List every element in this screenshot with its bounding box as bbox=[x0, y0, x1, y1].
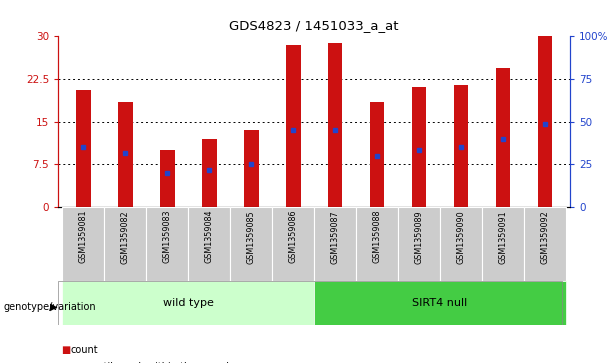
Bar bbox=[370, 102, 384, 207]
Text: GSM1359087: GSM1359087 bbox=[330, 210, 340, 264]
Text: GSM1359092: GSM1359092 bbox=[541, 210, 549, 264]
Bar bbox=[244, 130, 259, 207]
Bar bbox=[314, 207, 356, 281]
Text: GSM1359085: GSM1359085 bbox=[246, 210, 256, 264]
Bar bbox=[328, 43, 343, 207]
Bar bbox=[356, 207, 398, 281]
Bar bbox=[63, 207, 104, 281]
Text: GSM1359082: GSM1359082 bbox=[121, 210, 130, 264]
Text: percentile rank within the sample: percentile rank within the sample bbox=[70, 362, 235, 363]
Bar bbox=[147, 207, 188, 281]
Text: genotype/variation: genotype/variation bbox=[3, 302, 96, 312]
Text: GSM1359088: GSM1359088 bbox=[373, 210, 382, 264]
Text: GSM1359090: GSM1359090 bbox=[457, 210, 465, 264]
Bar bbox=[286, 45, 300, 207]
Bar bbox=[104, 207, 147, 281]
Text: ■: ■ bbox=[61, 362, 70, 363]
Text: wild type: wild type bbox=[163, 298, 214, 308]
Text: count: count bbox=[70, 345, 98, 355]
Bar bbox=[524, 207, 566, 281]
Bar bbox=[538, 36, 552, 207]
Bar bbox=[412, 87, 427, 207]
Text: ▶: ▶ bbox=[50, 302, 58, 312]
Bar bbox=[496, 68, 510, 207]
Bar bbox=[202, 139, 216, 207]
Text: GSM1359089: GSM1359089 bbox=[414, 210, 424, 264]
Bar bbox=[230, 207, 272, 281]
Text: ■: ■ bbox=[61, 345, 70, 355]
Text: GSM1359083: GSM1359083 bbox=[163, 210, 172, 264]
Bar bbox=[63, 281, 314, 325]
Bar bbox=[272, 207, 314, 281]
Bar bbox=[314, 281, 566, 325]
Text: GSM1359081: GSM1359081 bbox=[79, 210, 88, 264]
Title: GDS4823 / 1451033_a_at: GDS4823 / 1451033_a_at bbox=[229, 19, 399, 32]
Text: GSM1359086: GSM1359086 bbox=[289, 210, 298, 264]
Bar bbox=[482, 207, 524, 281]
Bar bbox=[118, 102, 132, 207]
Bar bbox=[76, 90, 91, 207]
Bar bbox=[398, 207, 440, 281]
Text: GSM1359084: GSM1359084 bbox=[205, 210, 214, 264]
Bar bbox=[440, 207, 482, 281]
Bar bbox=[160, 150, 175, 207]
Bar bbox=[454, 85, 468, 207]
Text: GSM1359091: GSM1359091 bbox=[498, 210, 508, 264]
Text: SIRT4 null: SIRT4 null bbox=[413, 298, 468, 308]
Bar bbox=[188, 207, 230, 281]
